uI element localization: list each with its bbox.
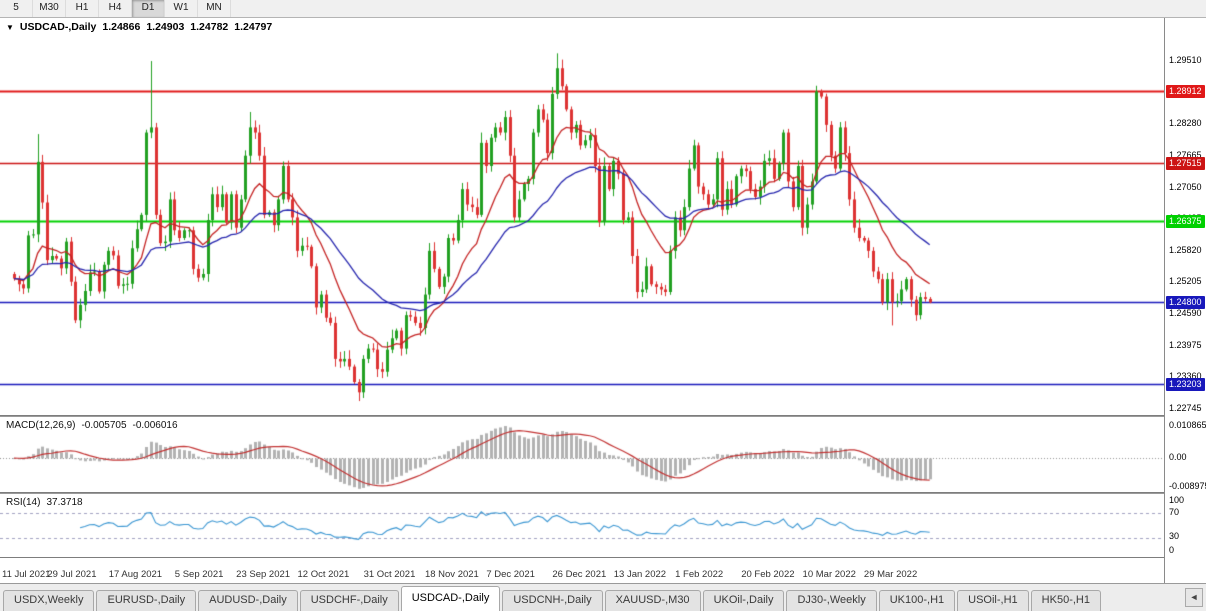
timeframe-toolbar: 5 M30 H1 H4 D1 W1 MN bbox=[0, 0, 1206, 18]
price-axis-tick: 1.28280 bbox=[1169, 118, 1202, 129]
macd-axis-label: 0.010865 bbox=[1169, 420, 1206, 430]
rsi-axis-label: 70 bbox=[1169, 507, 1180, 517]
price-chart-canvas[interactable] bbox=[0, 18, 1164, 415]
macd-main-value: -0.005705 bbox=[81, 420, 127, 431]
date-axis-label: 13 Jan 2022 bbox=[613, 569, 667, 580]
timeframe-5-button[interactable]: 5 bbox=[0, 0, 33, 17]
macd-title: MACD(12,26,9) -0.005705 -0.006016 bbox=[6, 420, 178, 431]
tab-usoil-h1[interactable]: USOil-,H1 bbox=[957, 590, 1029, 611]
date-axis-label: 29 Mar 2022 bbox=[863, 569, 918, 580]
macd-axis-label: 0.00 bbox=[1169, 452, 1187, 462]
hline-price-badge: 1.24800 bbox=[1166, 296, 1205, 310]
chart-open-value: 1.24866 bbox=[102, 21, 141, 33]
date-axis-label: 17 Aug 2021 bbox=[108, 569, 163, 580]
price-axis-tick: 1.25820 bbox=[1169, 244, 1202, 255]
price-axis-tick: 1.27050 bbox=[1169, 181, 1202, 192]
date-axis-label: 7 Dec 2021 bbox=[486, 569, 535, 580]
price-axis-tick: 1.23975 bbox=[1169, 339, 1202, 350]
tab-scroll-left-icon: ◄ bbox=[1189, 592, 1199, 602]
date-axis-label: 11 Jul 2021 bbox=[2, 569, 51, 580]
date-axis-label: 12 Oct 2021 bbox=[297, 569, 350, 580]
rsi-axis-label: 0 bbox=[1169, 545, 1175, 555]
hline-price-badge: 1.27515 bbox=[1166, 156, 1205, 170]
price-axis-tick: 1.24590 bbox=[1169, 308, 1202, 319]
chart-title: ▼ USDCAD-,Daily 1.24866 1.24903 1.24782 … bbox=[6, 21, 272, 33]
chart-low-value: 1.24782 bbox=[190, 21, 229, 33]
rsi-title: RSI(14) 37.3718 bbox=[6, 497, 83, 508]
price-axis-tick: 1.29510 bbox=[1169, 55, 1202, 66]
rsi-canvas[interactable] bbox=[0, 494, 1164, 557]
price-axis-tick: 1.27665 bbox=[1169, 149, 1202, 160]
tab-scroll-left-button[interactable]: ◄ bbox=[1185, 588, 1203, 607]
date-axis-label: 20 Feb 2022 bbox=[741, 569, 795, 580]
chart-collapse-icon[interactable]: ▼ bbox=[6, 22, 14, 32]
bottom-tabbar: USDX,Weekly EURUSD-,Daily AUDUSD-,Daily USD… bbox=[0, 583, 1206, 611]
rsi-value: 37.3718 bbox=[46, 497, 83, 508]
macd-pane bbox=[0, 417, 1164, 492]
timeframe-mn-button[interactable]: MN bbox=[198, 0, 231, 17]
date-axis-label: 18 Nov 2021 bbox=[424, 569, 479, 580]
tab-audusd-daily[interactable]: AUDUSD-,Daily bbox=[198, 590, 298, 611]
timeframe-d1-button[interactable]: D1 bbox=[132, 0, 165, 17]
tab-usdcnh-daily[interactable]: USDCNH-,Daily bbox=[502, 590, 603, 611]
pane-separator[interactable] bbox=[0, 557, 1206, 558]
date-axis-label: 5 Sep 2021 bbox=[174, 569, 224, 580]
tab-hk50-h1[interactable]: HK50-,H1 bbox=[1030, 590, 1101, 611]
pane-separator[interactable] bbox=[0, 492, 1206, 494]
rsi-pane bbox=[0, 494, 1164, 557]
tab-uk100-h1[interactable]: UK100-,H1 bbox=[878, 590, 956, 611]
date-axis-label: 29 Jul 2021 bbox=[47, 569, 97, 580]
price-axis-tick: 1.23360 bbox=[1169, 371, 1202, 382]
pane-separator[interactable] bbox=[0, 415, 1206, 417]
hline-price-badge: 1.26375 bbox=[1166, 215, 1205, 229]
rsi-axis-label: 100 bbox=[1169, 495, 1185, 505]
tab-usdcad-daily[interactable]: USDCAD-,Daily bbox=[400, 586, 501, 611]
hline-price-badge: 1.28912 bbox=[1166, 84, 1205, 98]
price-chart-pane bbox=[0, 18, 1164, 415]
timeframe-h4-button[interactable]: H4 bbox=[99, 0, 132, 17]
date-axis[interactable]: 11 Jul 2021 29 Jul 2021 17 Aug 2021 5 Sep 2… bbox=[0, 558, 1164, 583]
price-axis-tick: 1.25205 bbox=[1169, 276, 1202, 287]
price-axis-tick: 1.22745 bbox=[1169, 403, 1202, 413]
tab-ukoil-daily[interactable]: UKOil-,Daily bbox=[702, 590, 785, 611]
tab-xauusd-m30[interactable]: XAUUSD-,M30 bbox=[604, 590, 701, 611]
rsi-axis-label: 30 bbox=[1169, 531, 1180, 541]
macd-canvas[interactable] bbox=[0, 417, 1164, 492]
date-axis-label: 23 Sep 2021 bbox=[236, 569, 291, 580]
tab-dj30-weekly[interactable]: DJ30-,Weekly bbox=[786, 590, 877, 611]
tab-eurusd-daily[interactable]: EURUSD-,Daily bbox=[96, 590, 197, 611]
date-axis-label: 31 Oct 2021 bbox=[363, 569, 416, 580]
rsi-name-label: RSI(14) bbox=[6, 497, 41, 508]
macd-signal-value: -0.006016 bbox=[132, 420, 178, 431]
tab-usdchf-daily[interactable]: USDCHF-,Daily bbox=[299, 590, 399, 611]
chart-symbol-label: USDCAD-,Daily bbox=[19, 21, 97, 33]
timeframe-m30-button[interactable]: M30 bbox=[33, 0, 66, 17]
tab-usdx-weekly[interactable]: USDX,Weekly bbox=[3, 590, 95, 611]
price-axis[interactable]: 1.295101.288951.282801.276651.270501.264… bbox=[1164, 18, 1206, 583]
timeframe-w1-button[interactable]: W1 bbox=[165, 0, 198, 17]
macd-name-label: MACD(12,26,9) bbox=[6, 420, 76, 431]
chart-close-value: 1.24797 bbox=[234, 21, 273, 33]
date-axis-label: 10 Mar 2022 bbox=[802, 569, 856, 580]
hline-price-badge: 1.23203 bbox=[1166, 378, 1205, 392]
date-axis-label: 1 Feb 2022 bbox=[675, 569, 724, 580]
chart-high-value: 1.24903 bbox=[146, 21, 185, 33]
date-axis-label: 26 Dec 2021 bbox=[552, 569, 607, 580]
macd-axis-label: -0.008975 bbox=[1169, 481, 1206, 491]
timeframe-h1-button[interactable]: H1 bbox=[66, 0, 99, 17]
